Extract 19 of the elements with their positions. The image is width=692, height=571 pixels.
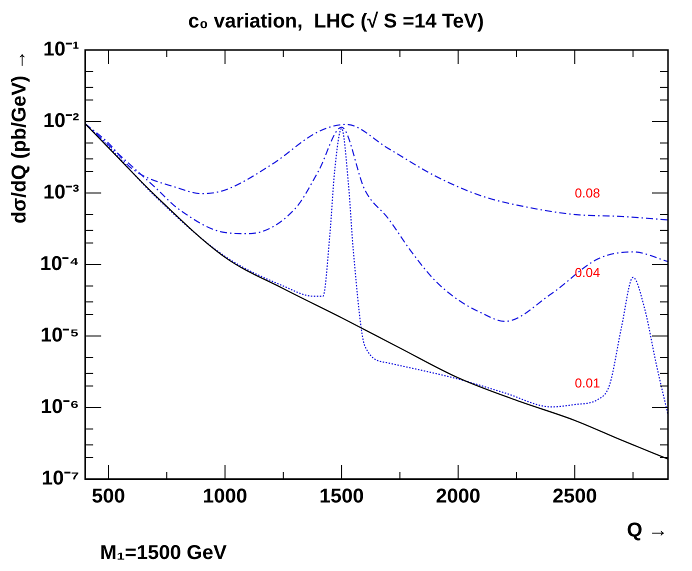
- y-tick-label: 10⁻¹: [43, 38, 80, 61]
- x-tick-label: 2000: [436, 486, 480, 508]
- y-tick-label: 10⁻⁷: [42, 468, 80, 490]
- y-tick-label: 10⁻⁶: [40, 396, 80, 418]
- y-tick-label: 10⁻⁴: [40, 253, 80, 276]
- x-tick-label: 500: [92, 486, 126, 508]
- series-label: 0.04: [574, 264, 600, 280]
- series-label: 0.08: [574, 186, 600, 201]
- y-tick-label: 10⁻²: [43, 110, 80, 132]
- x-axis-title: Q →: [626, 520, 668, 542]
- y-tick-label: 10⁻⁵: [40, 324, 80, 347]
- y-axis-title: dσ/dQ (pb/GeV) →: [8, 50, 31, 224]
- y-tick-label: 10⁻³: [43, 182, 80, 204]
- text: M₁=1500 GeV: [100, 542, 228, 564]
- x-tick-label: 1000: [202, 486, 248, 508]
- x-tick-label: 1500: [319, 486, 364, 508]
- x-tick-label: 2500: [552, 486, 597, 508]
- series-label: 0.01: [574, 376, 600, 391]
- chart-title: c₀ variation, LHC (√ S =14 TeV): [188, 10, 484, 33]
